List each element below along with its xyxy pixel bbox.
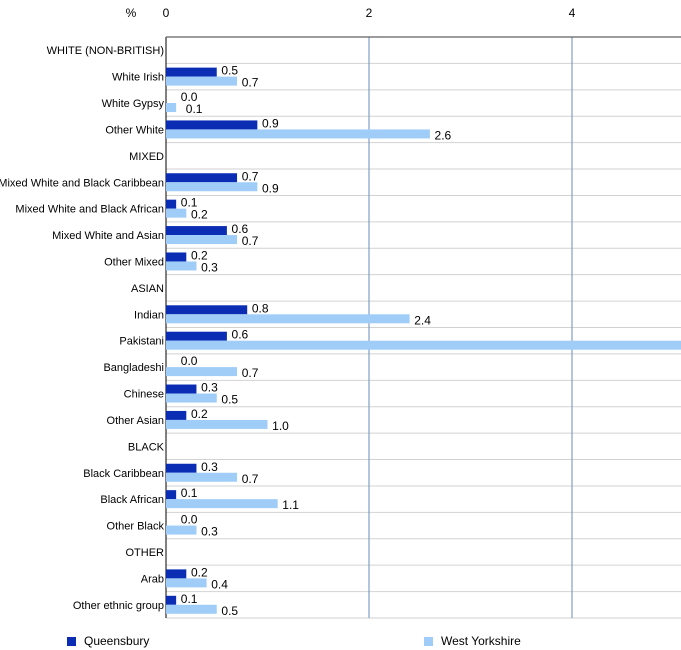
category-label: Bangladeshi [103, 362, 164, 374]
value-label-west-yorkshire: 0.5 [221, 393, 238, 407]
bar-queensbury [166, 67, 217, 77]
value-label-west-yorkshire: 0.4 [211, 577, 228, 591]
bar-queensbury [166, 410, 187, 420]
category-label: Mixed White and Black African [15, 204, 164, 216]
value-label-west-yorkshire: 0.1 [186, 102, 203, 116]
value-label-queensbury: 0.7 [242, 169, 259, 183]
value-label-queensbury: 0.8 [252, 301, 269, 315]
category-label: Other ethnic group [73, 600, 164, 612]
bar-queensbury [166, 305, 248, 315]
value-label-west-yorkshire: 0.9 [262, 181, 279, 195]
bar-west-yorkshire [166, 499, 278, 509]
bar-west-yorkshire [166, 604, 217, 614]
category-label: Mixed White and Black Caribbean [0, 177, 164, 189]
value-label-west-yorkshire: 1.1 [282, 498, 299, 512]
bar-west-yorkshire [166, 472, 238, 482]
bar-west-yorkshire [166, 103, 177, 113]
legend-swatch-west-yorkshire [424, 636, 433, 646]
category-label: Mixed White and Asian [52, 230, 164, 242]
bar-queensbury [166, 569, 187, 579]
category-label: BLACK [128, 441, 165, 453]
category-label: Other White [105, 124, 164, 136]
category-label: MIXED [129, 151, 164, 163]
category-label: ASIAN [131, 283, 164, 295]
value-label-queensbury: 0.0 [181, 354, 198, 368]
bar-queensbury [166, 490, 177, 500]
value-label-west-yorkshire: 2.6 [435, 128, 452, 142]
legend-west-yorkshire: West Yorkshire [424, 634, 521, 648]
value-label-west-yorkshire: 0.7 [242, 366, 259, 380]
value-label-west-yorkshire: 0.3 [201, 260, 218, 274]
value-label-queensbury: 0.1 [181, 196, 198, 210]
bar-west-yorkshire [166, 340, 681, 350]
category-label: OTHER [126, 547, 165, 559]
bar-west-yorkshire [166, 525, 197, 535]
value-label-queensbury: 0.3 [201, 460, 218, 474]
value-label-queensbury: 0.9 [262, 116, 279, 130]
bar-west-yorkshire [166, 208, 187, 218]
bar-west-yorkshire [166, 235, 238, 245]
value-label-west-yorkshire: 0.3 [201, 525, 218, 539]
legend-label-west-yorkshire: West Yorkshire [441, 634, 521, 648]
category-label: Arab [141, 573, 164, 585]
legend-queensbury: Queensbury [67, 634, 149, 648]
bar-west-yorkshire [166, 314, 410, 324]
value-label-queensbury: 0.6 [232, 328, 249, 342]
category-label: WHITE (NON-BRITISH) [47, 45, 164, 57]
bar-queensbury [166, 384, 197, 394]
bar-queensbury [166, 595, 177, 605]
category-label: White Irish [112, 72, 164, 84]
value-label-queensbury: 0.2 [191, 407, 208, 421]
category-label: Other Asian [107, 415, 164, 427]
category-label: Other Mixed [104, 256, 164, 268]
legend-label-queensbury: Queensbury [84, 634, 150, 648]
value-label-west-yorkshire: 2.4 [414, 313, 431, 327]
axis-unit-label: % [126, 6, 137, 20]
legend-swatch-queensbury [67, 636, 76, 646]
bar-west-yorkshire [166, 393, 217, 403]
bar-queensbury [166, 331, 227, 341]
bar-west-yorkshire [166, 261, 197, 271]
value-label-west-yorkshire: 0.5 [221, 604, 238, 618]
value-label-west-yorkshire: 0.7 [242, 76, 259, 90]
value-label-queensbury: 0.3 [201, 381, 218, 395]
category-label: Black Caribbean [83, 468, 164, 480]
value-label-west-yorkshire: 0.2 [191, 208, 208, 222]
category-label: White Gypsy [102, 98, 165, 110]
bar-west-yorkshire [166, 578, 207, 588]
value-label-queensbury: 0.1 [181, 486, 198, 500]
value-label-west-yorkshire: 0.7 [242, 472, 259, 486]
bar-west-yorkshire [166, 182, 258, 192]
bar-west-yorkshire [166, 76, 238, 86]
bar-queensbury [166, 120, 258, 130]
value-label-queensbury: 0.0 [181, 513, 198, 527]
value-label-queensbury: 0.0 [181, 90, 198, 104]
category-label: Indian [134, 309, 164, 321]
bar-queensbury [166, 226, 227, 236]
value-label-queensbury: 0.2 [191, 565, 208, 579]
x-tick-label: 2 [366, 6, 373, 20]
bar-queensbury [166, 252, 187, 262]
value-label-west-yorkshire: 1.0 [272, 419, 289, 433]
category-label: Black African [100, 494, 164, 506]
bar-west-yorkshire [166, 419, 268, 429]
category-label: Pakistani [119, 336, 164, 348]
bar-queensbury [166, 199, 177, 209]
category-label: Chinese [124, 389, 164, 401]
bar-west-yorkshire [166, 367, 238, 377]
value-label-queensbury: 0.6 [232, 222, 249, 236]
x-tick-label: 0 [163, 6, 170, 20]
bar-queensbury [166, 173, 238, 183]
value-label-queensbury: 0.1 [181, 592, 198, 606]
bar-queensbury [166, 463, 197, 473]
x-tick-label: 4 [569, 6, 576, 20]
value-label-queensbury: 0.5 [221, 64, 238, 78]
category-label: Other Black [107, 521, 165, 533]
bar-west-yorkshire [166, 129, 430, 139]
value-label-queensbury: 0.2 [191, 248, 208, 262]
value-label-west-yorkshire: 0.7 [242, 234, 259, 248]
